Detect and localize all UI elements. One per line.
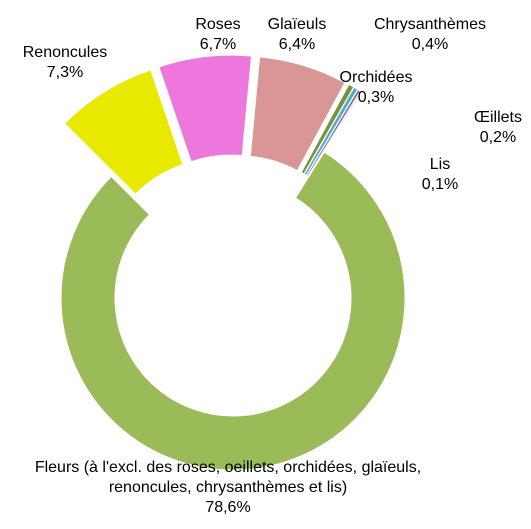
slice-label: Lis 0,1% [422,155,458,195]
category-label: Fleurs (à l'excl. des roses, oeillets, o… [34,459,422,496]
value-label: 6,4% [278,36,316,53]
slice-label: Glaïeuls 6,4% [268,15,327,55]
value-label: 0,2% [479,129,517,146]
category-label: Glaïeuls [267,16,327,33]
value-label: 0,3% [357,89,395,106]
donut-slice [249,56,346,172]
value-label: 0,4% [411,36,449,53]
value-label: 0,1% [421,176,459,193]
value-label: 78,6% [205,499,251,516]
value-label: 7,3% [46,64,84,81]
slice-label: Orchidées 0,3% [340,68,413,108]
slice-label: Œillets 0,2% [474,108,522,148]
donut-slice [63,69,184,195]
donut-slice [60,151,406,471]
value-label: 6,7% [199,36,237,53]
category-label: Chrysanthèmes [373,16,487,33]
donut-slice [158,54,253,163]
category-label: Lis [429,156,451,173]
slice-label: Fleurs (à l'excl. des roses, oeillets, o… [8,458,448,518]
slice-label: Roses 6,7% [195,15,240,55]
category-label: Orchidées [339,69,413,86]
category-label: Roses [195,16,241,33]
slice-label: Chrysanthèmes 0,4% [374,15,486,55]
slice-label: Renoncules 7,3% [23,43,108,83]
category-label: Œillets [473,109,523,126]
category-label: Renoncules [22,44,108,61]
donut-slice [307,90,363,178]
